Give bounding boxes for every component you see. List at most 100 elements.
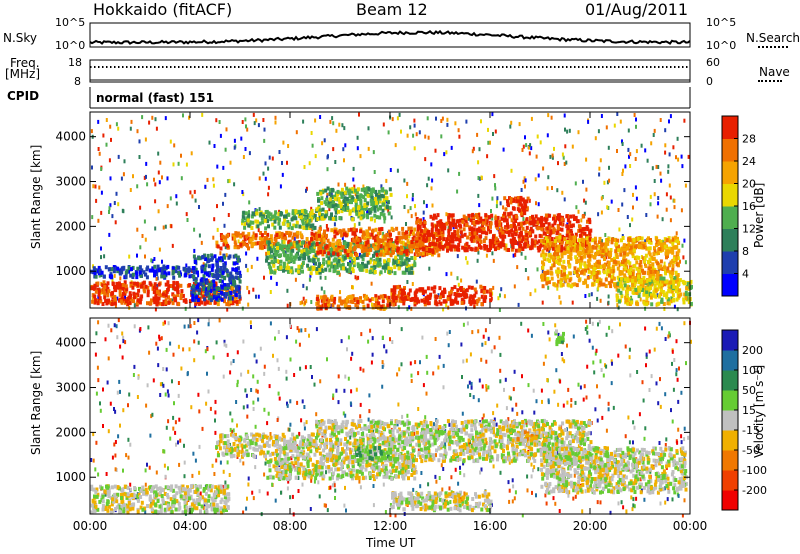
region-cell xyxy=(310,209,314,213)
region-cell xyxy=(552,214,556,219)
region-cell xyxy=(360,267,364,272)
scatter-cell xyxy=(536,134,539,139)
scatter-cell xyxy=(477,176,480,180)
region-cell xyxy=(470,237,474,242)
nave-label: Nave xyxy=(759,65,790,79)
region-cell xyxy=(310,231,314,236)
region-cell xyxy=(337,209,340,214)
region-cell xyxy=(353,238,357,243)
region-cell xyxy=(451,223,455,228)
region-cell xyxy=(336,204,340,208)
region-cell xyxy=(244,211,248,216)
scatter-cell xyxy=(406,194,408,199)
scatter-cell xyxy=(193,248,196,253)
region-cell xyxy=(490,239,494,244)
scatter-cell xyxy=(600,239,603,244)
region-cell xyxy=(354,303,358,307)
date-title: 01/Aug/2011 xyxy=(585,0,689,19)
region-cell xyxy=(374,242,378,247)
region-cell xyxy=(431,216,435,221)
region-cell xyxy=(378,227,382,232)
region-cell xyxy=(273,248,277,252)
region-cell xyxy=(235,300,239,304)
region-cell xyxy=(203,301,207,306)
region-cell xyxy=(398,284,401,289)
region-cell xyxy=(333,296,337,301)
region-cell xyxy=(370,297,374,301)
region-cell xyxy=(467,213,471,218)
region-cell xyxy=(645,238,649,243)
region-cell xyxy=(377,241,381,246)
region-cell xyxy=(567,283,571,288)
scatter-cell xyxy=(631,217,634,222)
region-cell xyxy=(321,207,325,212)
region-cell xyxy=(544,252,548,257)
region-cell xyxy=(459,293,463,298)
region-cell xyxy=(435,224,438,229)
region-cell xyxy=(278,225,282,230)
region-cell xyxy=(620,294,624,299)
region-cell xyxy=(586,264,590,269)
region-cell xyxy=(590,270,594,275)
scatter-cell xyxy=(628,154,630,159)
scatter-cell xyxy=(202,262,205,267)
region-cell xyxy=(507,248,511,252)
region-cell xyxy=(192,274,196,279)
scatter-cell xyxy=(673,304,676,309)
region-cell xyxy=(396,259,400,264)
region-cell xyxy=(557,216,561,221)
region-cell xyxy=(203,267,207,272)
scatter-cell xyxy=(423,200,425,205)
region-cell xyxy=(389,232,392,237)
region-cell xyxy=(577,278,581,283)
scatter-cell xyxy=(177,161,180,166)
region-cell xyxy=(305,252,309,257)
region-cell xyxy=(358,299,362,303)
region-cell xyxy=(145,267,149,272)
region-cell xyxy=(457,293,461,298)
scatter-cell xyxy=(398,112,401,117)
region-cell xyxy=(421,291,425,295)
region-cell xyxy=(231,282,235,287)
scatter-cell xyxy=(94,184,97,189)
scatter-cell xyxy=(445,272,448,277)
region-cell xyxy=(363,192,367,197)
scatter-cell xyxy=(409,125,412,130)
region-cell xyxy=(355,190,359,195)
region-cell xyxy=(611,269,615,274)
region-cell xyxy=(286,253,290,258)
region-cell xyxy=(194,301,198,306)
region-cell xyxy=(578,233,582,238)
scatter-cell xyxy=(332,147,335,152)
region-cell xyxy=(369,257,373,262)
region-cell xyxy=(338,216,342,220)
region-cell xyxy=(597,240,601,245)
region-cell xyxy=(311,226,315,231)
scatter-cell xyxy=(354,192,357,197)
region-cell xyxy=(533,243,537,248)
nsky-series-line xyxy=(89,29,691,45)
scatter-cell xyxy=(431,178,434,183)
region-cell xyxy=(238,294,242,299)
region-cell xyxy=(259,231,263,235)
region-cell xyxy=(350,195,354,200)
region-cell xyxy=(623,273,627,278)
region-cell xyxy=(275,252,279,257)
scatter-cell xyxy=(279,184,282,189)
region-cell xyxy=(203,297,207,302)
region-cell xyxy=(557,248,561,253)
scatter-cell xyxy=(100,273,103,278)
region-cell xyxy=(389,192,393,197)
region-cell xyxy=(204,263,208,268)
region-cell xyxy=(525,225,529,230)
region-cell xyxy=(602,242,606,247)
region-cell xyxy=(277,231,281,236)
region-cell xyxy=(506,199,509,204)
scatter-cell xyxy=(180,153,182,158)
region-cell xyxy=(292,223,296,228)
region-cell xyxy=(369,198,373,203)
region-cell xyxy=(631,251,635,256)
region-cell xyxy=(558,261,562,266)
region-cell xyxy=(382,252,386,257)
region-cell xyxy=(371,267,375,272)
